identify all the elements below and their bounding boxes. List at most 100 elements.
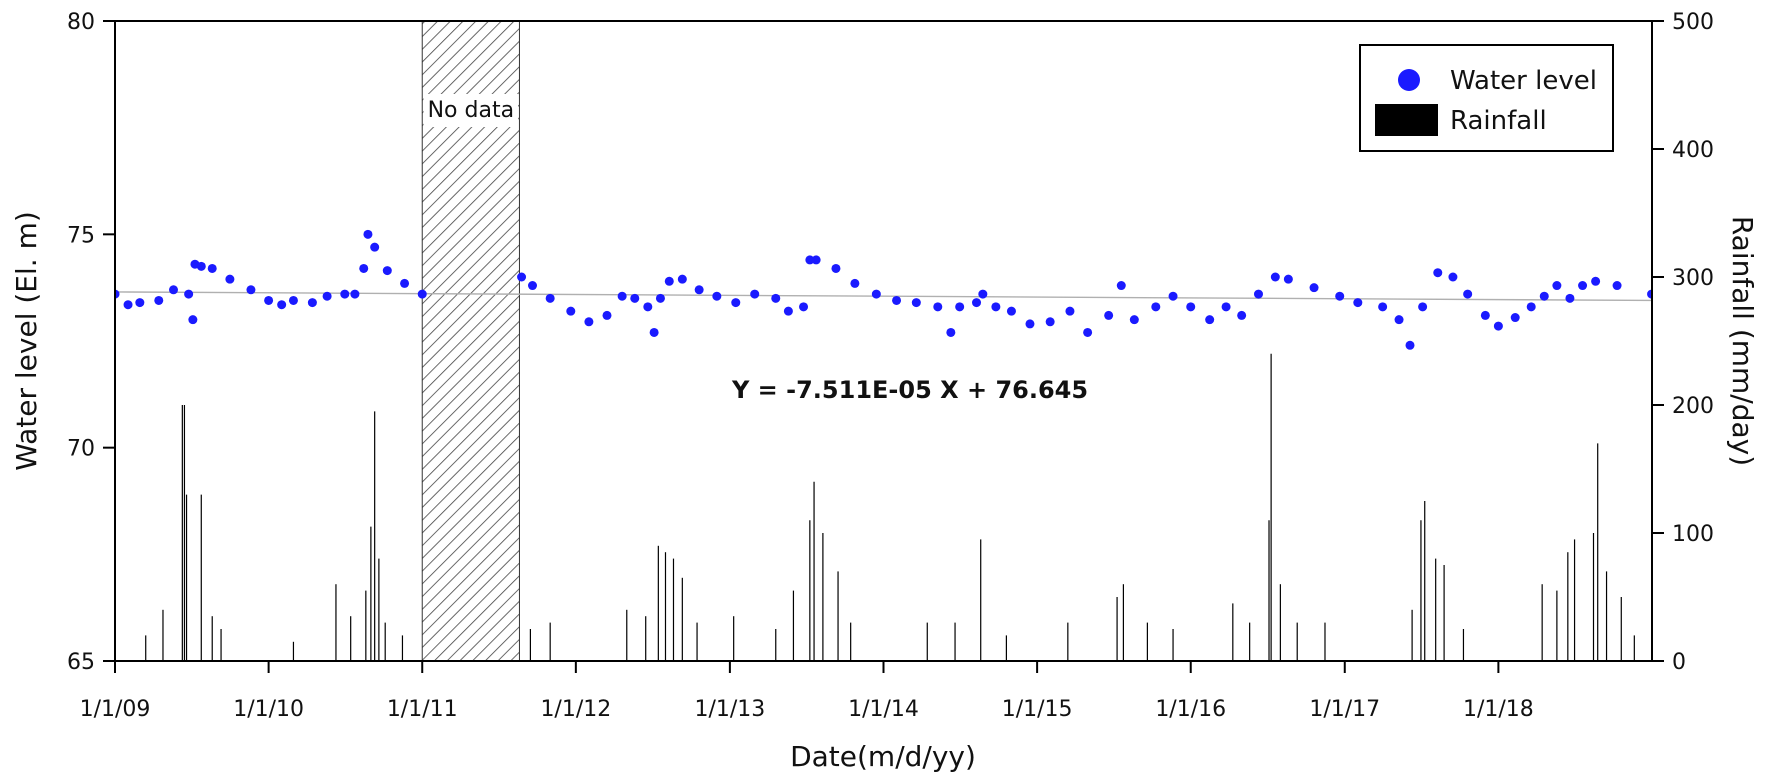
water-level-point — [370, 242, 380, 252]
x-tick-label: 1/1/14 — [848, 697, 919, 722]
water-level-point — [871, 289, 881, 299]
water-level-point — [584, 317, 594, 327]
water-level-point — [1578, 281, 1588, 291]
water-level-point — [123, 300, 133, 310]
water-level-point — [1353, 298, 1363, 308]
water-level-point — [135, 298, 145, 308]
water-level-point — [946, 327, 956, 337]
no-data-hatched-region — [421, 20, 520, 662]
y2-tick-label: 300 — [1672, 266, 1714, 291]
water-level-point — [359, 263, 369, 273]
water-level-point — [363, 229, 373, 239]
y-tick-label: 75 — [67, 223, 95, 248]
water-level-point — [1045, 317, 1055, 327]
water-level-point — [1493, 321, 1503, 331]
x-tick-label: 1/1/13 — [694, 697, 765, 722]
x-tick-label: 1/1/11 — [387, 697, 458, 722]
water-level-point — [1448, 272, 1458, 282]
water-level-point — [1480, 310, 1490, 320]
water-level-point — [1510, 313, 1520, 323]
water-level-point — [207, 263, 217, 273]
water-level-point — [694, 285, 704, 295]
x-tick-label: 1/1/16 — [1155, 697, 1226, 722]
water-level-point — [750, 289, 760, 299]
y2-tick-label: 500 — [1672, 10, 1714, 35]
water-level-point — [288, 295, 298, 305]
water-level-point — [933, 302, 943, 312]
water-level-point — [831, 263, 841, 273]
water-level-point — [911, 298, 921, 308]
water-level-point — [527, 281, 537, 291]
water-level-point — [655, 293, 665, 303]
water-level-point — [1186, 302, 1196, 312]
water-level-point — [1335, 291, 1345, 301]
water-level-point — [277, 300, 287, 310]
water-level-point — [1394, 315, 1404, 325]
water-level-series — [115, 229, 1652, 350]
y2-tick-label: 0 — [1672, 650, 1686, 675]
water-level-point — [1104, 310, 1114, 320]
water-level-point — [811, 255, 821, 265]
water-level-point — [602, 310, 612, 320]
axis-ticks: 1/1/09 1/1/10 1/1/11 1/1/12 1/1/13 1/1/14 1/1/… — [67, 10, 1714, 722]
water-level-point — [184, 289, 194, 299]
water-level-point — [1526, 302, 1536, 312]
legend: Water level Rainfall — [1359, 44, 1614, 152]
water-level-point — [978, 289, 988, 299]
x-tick-label: 1/1/12 — [540, 697, 611, 722]
water-level-point — [264, 295, 274, 305]
water-level-point — [1591, 276, 1601, 286]
water-level-point — [154, 295, 164, 305]
water-level-point — [1283, 274, 1293, 284]
y-tick-label: 80 — [67, 10, 95, 35]
water-level-point — [566, 306, 576, 316]
x-tick-label: 1/1/15 — [1002, 697, 1073, 722]
water-level-point — [1463, 289, 1473, 299]
regression-equation: Y = -7.511E-05 X + 76.645 — [731, 376, 1088, 404]
x-tick-label: 1/1/18 — [1463, 697, 1534, 722]
y-tick-label: 65 — [67, 650, 95, 675]
y2-axis-title: Rainfall (mm/day) — [1726, 216, 1759, 466]
water-level-point — [677, 274, 687, 284]
water-level-point — [955, 302, 965, 312]
legend-rainfall-swatch — [1375, 104, 1438, 136]
water-level-point — [322, 291, 332, 301]
x-tick-label: 1/1/09 — [80, 697, 151, 722]
water-level-point — [850, 278, 860, 288]
water-level-point — [1129, 315, 1139, 325]
water-level-point — [225, 274, 235, 284]
water-level-point — [1612, 281, 1622, 291]
y2-tick-label: 400 — [1672, 138, 1714, 163]
trend-line — [114, 291, 1653, 302]
water-level-point — [382, 266, 392, 276]
water-level-point — [1539, 291, 1549, 301]
water-level-point — [972, 298, 982, 308]
water-level-point — [1116, 281, 1126, 291]
water-level-point — [664, 276, 674, 286]
legend-water-level-label: Water level — [1450, 66, 1597, 96]
water-level-point — [1151, 302, 1161, 312]
water-level-point — [196, 261, 206, 271]
water-level-point — [1083, 327, 1093, 337]
water-level-point — [1552, 281, 1562, 291]
water-level-point — [1418, 302, 1428, 312]
water-level-point — [350, 289, 360, 299]
water-level-point — [892, 295, 902, 305]
water-level-point — [643, 302, 653, 312]
water-level-point — [1270, 272, 1280, 282]
water-level-point — [1309, 283, 1319, 293]
y-axis-title: Water level (El. m) — [10, 211, 43, 471]
water-level-point — [991, 302, 1001, 312]
water-level-point — [1205, 315, 1215, 325]
water-level-point — [1253, 289, 1263, 299]
water-level-point — [799, 302, 809, 312]
water-level-point — [400, 278, 410, 288]
water-level-point — [169, 285, 179, 295]
water-level-point — [731, 298, 741, 308]
water-level-point — [617, 291, 627, 301]
x-axis-title: Date(m/d/yy) — [790, 740, 976, 773]
no-data-label-background — [423, 94, 519, 127]
x-tick-label: 1/1/17 — [1309, 697, 1380, 722]
y2-tick-label: 200 — [1672, 394, 1714, 419]
